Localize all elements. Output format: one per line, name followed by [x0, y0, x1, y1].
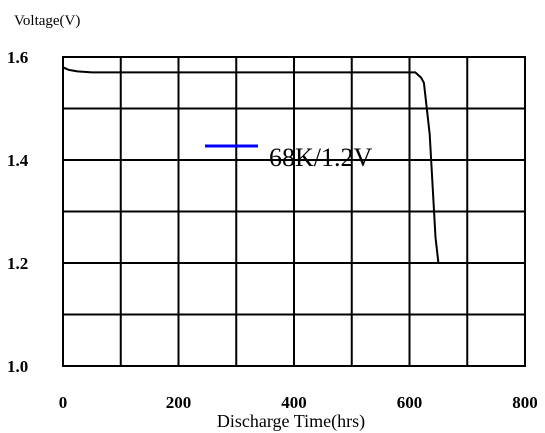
y-tick-label: 1.0: [7, 357, 28, 376]
x-tick-label: 800: [512, 393, 538, 412]
legend-label: 68K/1.2V: [269, 143, 373, 172]
x-axis-label: Discharge Time(hrs): [217, 411, 365, 432]
y-tick-label: 1.2: [7, 254, 28, 273]
y-axis-label: Voltage(V): [14, 13, 80, 29]
tick-labels: 0 200 400 600 800 1.0 1.2 1.4 1.6: [7, 48, 538, 412]
y-tick-label: 1.4: [7, 151, 29, 170]
series-line: [62, 66, 440, 264]
x-tick-label: 200: [166, 393, 192, 412]
grid: [63, 57, 525, 366]
series-layer: [62, 66, 440, 264]
legend: 68K/1.2V: [205, 143, 373, 172]
x-tick-label: 600: [397, 393, 423, 412]
plot-frame: [62, 56, 526, 367]
y-tick-label: 1.6: [7, 48, 28, 67]
x-tick-label: 400: [281, 393, 307, 412]
x-tick-label: 0: [59, 393, 68, 412]
